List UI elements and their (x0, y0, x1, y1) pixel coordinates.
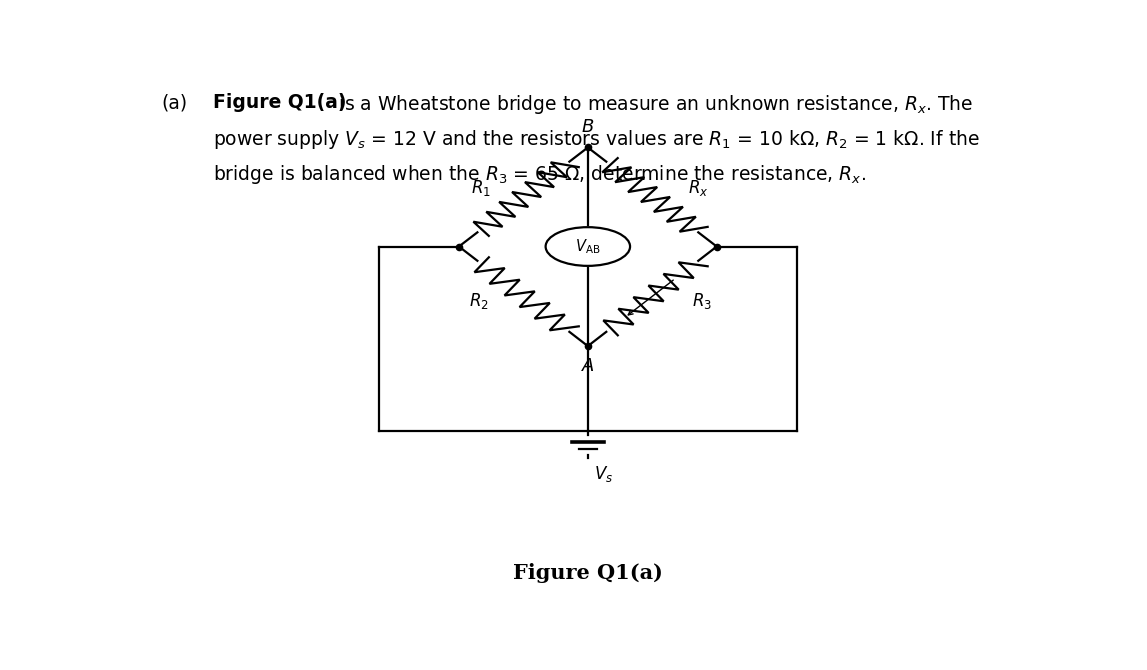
Ellipse shape (546, 227, 630, 266)
Text: bridge is balanced when the $R_3$ = 65 $\Omega$, determine the resistance, $R_x$: bridge is balanced when the $R_3$ = 65 $… (212, 163, 866, 186)
Text: $R_3$: $R_3$ (692, 291, 712, 312)
Text: $V_s$: $V_s$ (594, 464, 614, 484)
Text: is a Wheatstone bridge to measure an unknown resistance, $R_x$. The: is a Wheatstone bridge to measure an unk… (333, 93, 973, 117)
Text: $V_{\rm AB}$: $V_{\rm AB}$ (575, 237, 601, 256)
Text: $B$: $B$ (582, 118, 594, 136)
Text: power supply $V_s$ = 12 V and the resistors values are $R_1$ = 10 k$\Omega$, $R_: power supply $V_s$ = 12 V and the resist… (212, 129, 980, 151)
Text: Figure Q1(a): Figure Q1(a) (212, 93, 346, 113)
Text: (a): (a) (161, 93, 187, 113)
Text: $A$: $A$ (580, 357, 595, 375)
Text: $R_2$: $R_2$ (469, 291, 489, 312)
Text: $R_1$: $R_1$ (470, 178, 491, 198)
Text: Figure Q1(a): Figure Q1(a) (513, 563, 663, 584)
Text: $R_x$: $R_x$ (688, 178, 709, 198)
